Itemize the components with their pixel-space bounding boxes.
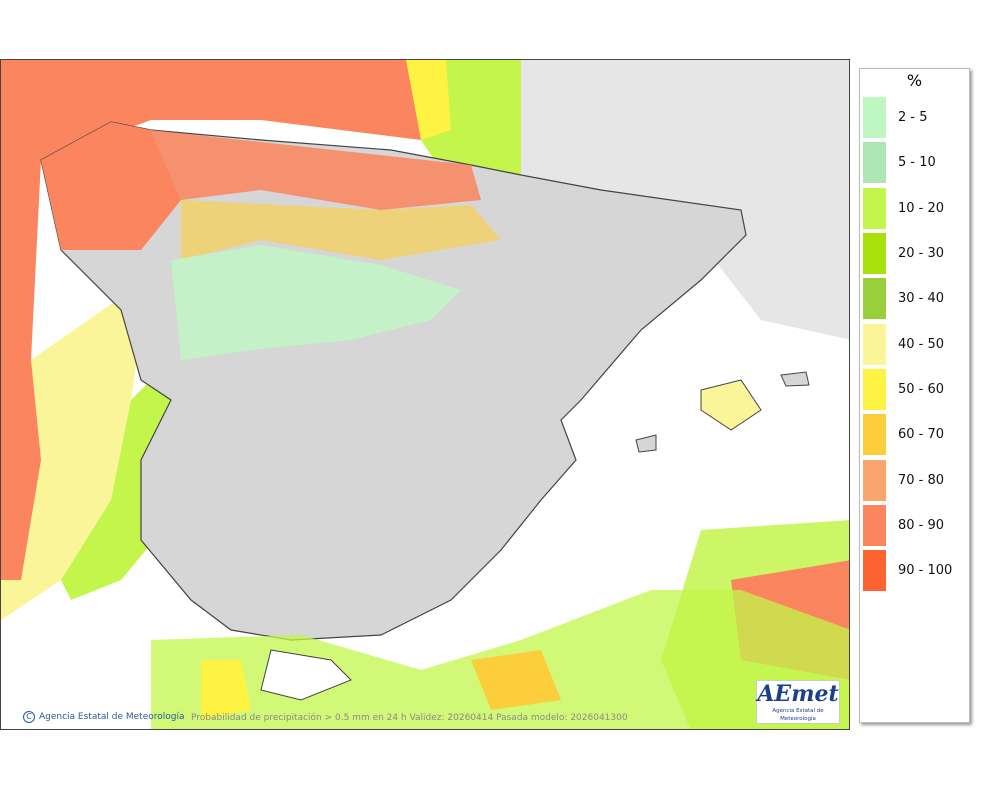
legend-item: 10 - 20 <box>860 186 969 231</box>
legend-items: 2 - 5 5 - 10 10 - 20 20 - 30 30 - 40 40 - 50 5… <box>860 95 969 593</box>
legend-label: 10 - 20 <box>898 200 945 216</box>
ibiza-island <box>635 434 657 453</box>
legend-unit: % <box>906 71 923 90</box>
precipitation-probability-map: C Agencia Estatal de Meteorología Probab… <box>0 59 850 730</box>
legend-label: 50 - 60 <box>898 381 945 397</box>
cantabrian-high-probability-area <box>151 130 481 210</box>
legend-item: 30 - 40 <box>860 276 969 321</box>
legend-swatch <box>863 550 886 592</box>
legend-swatch <box>863 278 886 320</box>
aemet-logo-brand: AEmet <box>757 681 839 707</box>
legend-item: 5 - 10 <box>860 140 969 185</box>
north-africa-orange-area <box>471 650 561 710</box>
legend-item: 80 - 90 <box>860 503 969 548</box>
legend-label: 5 - 10 <box>898 155 936 171</box>
legend-swatch <box>863 459 886 501</box>
legend-item: 90 - 100 <box>860 548 969 593</box>
africa-coastline-area <box>260 649 352 701</box>
agency-credit: C Agencia Estatal de Meteorología <box>23 711 185 723</box>
aemet-logo: AEmet Agencia Estatal de Meteorología <box>756 680 840 724</box>
legend-label: 80 - 90 <box>898 517 945 533</box>
north-plateau-low-probability-area <box>171 245 461 360</box>
legend-item: 2 - 5 <box>860 95 969 140</box>
legend-label: 70 - 80 <box>898 472 945 488</box>
legend-item: 70 - 80 <box>860 457 969 502</box>
legend-swatch <box>863 233 886 275</box>
legend-panel: % 2 - 5 5 - 10 10 - 20 20 - 30 30 - 40 40 - 5… <box>859 68 970 723</box>
menorca-island <box>780 371 810 387</box>
legend-label: 40 - 50 <box>898 336 945 352</box>
agency-credit-text: Agencia Estatal de Meteorología <box>39 712 185 722</box>
map-canvas <box>1 60 849 729</box>
iberian-peninsula <box>40 121 747 641</box>
legend-label: 2 - 5 <box>898 110 928 126</box>
legend-label: 20 - 30 <box>898 246 945 262</box>
cantabrian-yellow-band <box>181 200 501 260</box>
legend-label: 60 - 70 <box>898 427 945 443</box>
legend-swatch <box>863 504 886 546</box>
legend-swatch <box>863 368 886 410</box>
legend-swatch <box>863 187 886 229</box>
legend-item: 20 - 30 <box>860 231 969 276</box>
legend-item: 60 - 70 <box>860 412 969 457</box>
north-sea-yellow-area <box>406 60 451 140</box>
mallorca-island <box>700 379 762 431</box>
galicia-high-probability-area <box>41 122 181 250</box>
north-africa-yellow-area <box>201 660 251 720</box>
portugal-coast-high-probability-area <box>1 340 41 580</box>
map-caption: Probabilidad de precipitación > 0.5 mm e… <box>191 713 628 723</box>
legend-swatch <box>863 414 886 456</box>
aemet-logo-subtitle: Agencia Estatal de Meteorología <box>772 708 824 722</box>
west-coast-yellow-band <box>1 290 141 620</box>
legend-swatch <box>863 142 886 184</box>
legend-label: 90 - 100 <box>898 563 953 579</box>
legend-label: 30 - 40 <box>898 291 945 307</box>
france-area <box>521 60 849 340</box>
legend-item: 40 - 50 <box>860 321 969 366</box>
copyright-icon: C <box>23 711 35 723</box>
legend-swatch <box>863 323 886 365</box>
legend-item: 50 - 60 <box>860 367 969 412</box>
legend-swatch <box>863 97 886 139</box>
